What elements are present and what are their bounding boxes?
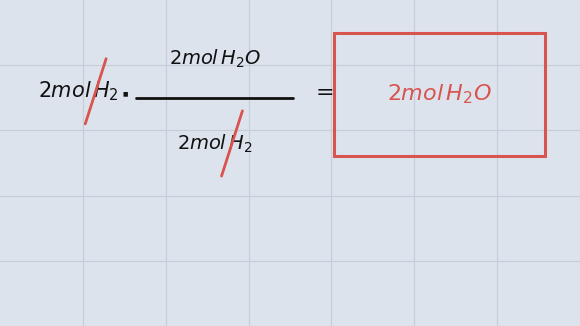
Text: $2mol\,H_2O$: $2mol\,H_2O$ <box>387 83 492 106</box>
Text: $2mol\,H_2$: $2mol\,H_2$ <box>38 80 119 103</box>
Bar <box>334 33 545 156</box>
Text: $2mol\,H_2$: $2mol\,H_2$ <box>177 132 252 155</box>
Text: $2mol\,H_2O$: $2mol\,H_2O$ <box>169 48 260 70</box>
Text: $=$: $=$ <box>311 81 333 101</box>
Text: $\mathbf{\cdot}$: $\mathbf{\cdot}$ <box>120 82 129 107</box>
